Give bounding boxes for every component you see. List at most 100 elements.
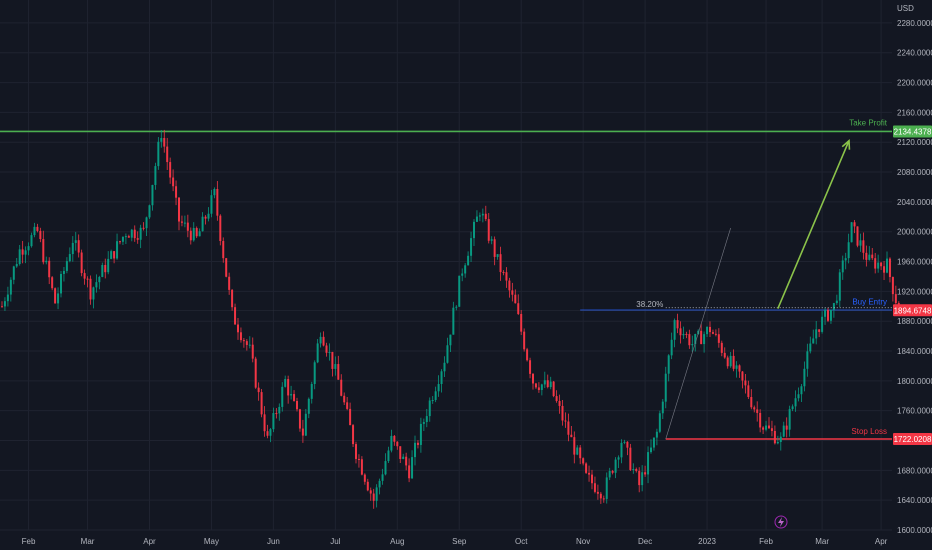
candle-body	[738, 365, 741, 372]
candle-body	[142, 227, 145, 229]
fib-trend-line	[665, 227, 731, 440]
candle-body	[402, 456, 405, 459]
candle-body	[499, 254, 502, 273]
candle-body	[596, 491, 599, 494]
candle-body	[278, 406, 281, 414]
candle-body	[779, 436, 782, 442]
candle-body	[248, 344, 251, 346]
candle-body	[18, 249, 21, 265]
candle-body	[664, 373, 667, 402]
candle-body	[27, 246, 30, 251]
annotations: 38.20% Take Profit Buy Entry Stop Loss	[636, 118, 892, 440]
candle-body	[322, 336, 325, 346]
candle-body	[136, 238, 139, 240]
y-tick-label: 1800.0000	[897, 377, 932, 386]
y-tick-label: 1840.0000	[897, 347, 932, 356]
fib-label: 38.20%	[636, 300, 663, 309]
candle-body	[685, 333, 688, 335]
candle-body	[756, 409, 759, 413]
x-tick-label: Nov	[576, 537, 590, 546]
candle-body	[1, 306, 3, 308]
candle-body	[821, 316, 824, 332]
candle-body	[794, 398, 797, 407]
candle-body	[130, 229, 133, 238]
candle-body	[180, 221, 183, 223]
candle-body	[726, 357, 729, 367]
candle-body	[437, 384, 440, 392]
candle-body	[207, 213, 210, 219]
candle-body	[676, 320, 679, 329]
candle-body	[543, 380, 546, 385]
candle-body	[443, 362, 446, 372]
y-tick-label: 1920.0000	[897, 287, 932, 296]
candle-body	[21, 249, 24, 255]
candle-body	[399, 446, 402, 459]
candle-body	[237, 324, 239, 333]
candle-body	[222, 241, 225, 259]
candle-body	[263, 414, 266, 432]
candle-body	[189, 230, 192, 241]
candle-body	[644, 472, 647, 475]
candle-body	[284, 379, 287, 387]
candle-body	[195, 228, 198, 237]
candle-body	[101, 264, 104, 277]
candle-body	[328, 351, 331, 353]
candles	[1, 129, 900, 509]
candle-body	[228, 276, 231, 290]
candle-body	[511, 290, 514, 295]
y-tick-label: 1680.0000	[897, 466, 932, 475]
candle-body	[281, 386, 284, 407]
candle-body	[387, 450, 390, 462]
x-tick-label: Apr	[875, 537, 888, 546]
candle-body	[800, 386, 803, 395]
candle-body	[759, 412, 762, 428]
candle-body	[287, 379, 290, 396]
candle-body	[682, 333, 685, 336]
candle-body	[827, 309, 829, 321]
candle-body	[234, 307, 237, 325]
candle-body	[434, 391, 437, 400]
candle-body	[859, 240, 862, 246]
candle-body	[355, 444, 357, 459]
lightning-icon[interactable]	[774, 515, 788, 529]
candle-body	[349, 408, 352, 426]
candle-body	[573, 437, 576, 455]
candle-body	[703, 334, 706, 345]
candle-body	[95, 282, 98, 288]
candle-body	[293, 394, 296, 401]
candle-body	[579, 447, 582, 459]
candle-body	[375, 487, 378, 501]
candle-body	[340, 379, 343, 396]
candle-body	[475, 216, 478, 222]
candle-body	[753, 407, 756, 410]
candle-body	[157, 141, 160, 167]
candle-body	[661, 401, 664, 414]
candle-body	[871, 254, 874, 259]
candle-body	[599, 493, 602, 499]
candle-body	[449, 334, 452, 346]
candle-body	[508, 280, 511, 291]
candle-body	[210, 195, 213, 214]
candle-body	[720, 342, 723, 353]
candle-body	[620, 442, 623, 458]
buy-entry-price-tag: 1894.6748	[894, 306, 932, 315]
candle-body	[591, 474, 593, 484]
candle-body	[381, 474, 384, 481]
candle-body	[116, 241, 119, 259]
candle-body	[888, 258, 891, 278]
candle-body	[68, 254, 71, 262]
candle-body	[838, 272, 841, 301]
candle-body	[788, 409, 791, 430]
candle-body	[490, 239, 493, 241]
candle-body	[478, 215, 481, 217]
y-tick-label: 2000.0000	[897, 228, 932, 237]
candle-body	[89, 278, 92, 300]
candle-body	[797, 394, 800, 399]
candle-body	[880, 262, 883, 267]
candle-body	[868, 254, 871, 260]
candle-body	[428, 400, 431, 417]
candle-body	[363, 474, 366, 482]
